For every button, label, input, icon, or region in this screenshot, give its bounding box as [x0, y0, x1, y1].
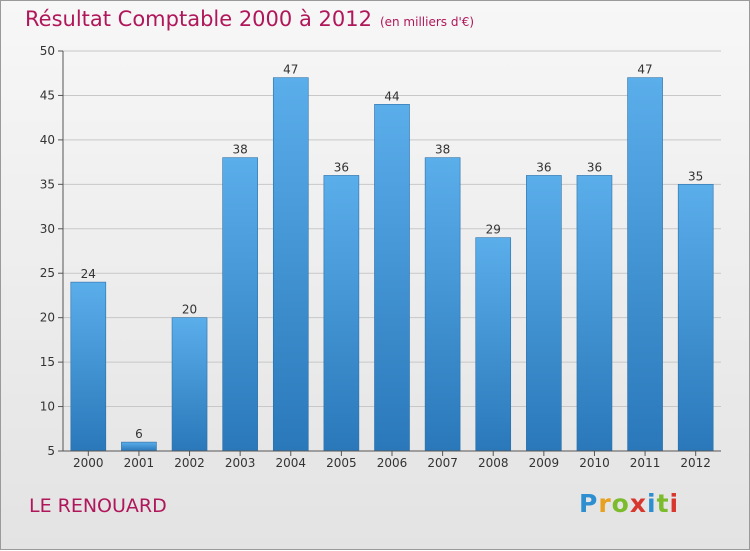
x-tick-label: 2002: [174, 456, 205, 470]
bar: [70, 281, 107, 452]
location-name: LE RENOUARD: [29, 495, 167, 517]
bar: [374, 104, 410, 452]
bar: [222, 157, 258, 452]
bar: [677, 184, 714, 452]
y-tick-label: 25: [40, 266, 55, 280]
x-tick-label: 2007: [427, 456, 458, 470]
bar-value-label: 47: [283, 63, 298, 77]
x-tick-label: 2005: [326, 456, 357, 470]
bar-value-label: 38: [435, 143, 450, 157]
x-tick-label: 2004: [275, 456, 306, 470]
chart-title: Résultat Comptable 2000 à 2012 (en millie…: [25, 7, 474, 31]
x-tick-label: 2009: [529, 456, 560, 470]
y-tick-label: 5: [47, 444, 55, 458]
bar: [171, 317, 208, 452]
x-tick-label: 2001: [124, 456, 155, 470]
bar: [323, 175, 360, 452]
x-tick-label: 2000: [73, 456, 104, 470]
x-tick-label: 2008: [478, 456, 509, 470]
y-tick-label: 35: [40, 177, 55, 191]
bar: [121, 441, 157, 452]
y-tick-label: 45: [40, 88, 55, 102]
x-tick-label: 2012: [680, 456, 711, 470]
bar-value-label: 44: [384, 89, 399, 103]
y-tick-label: 30: [40, 222, 55, 236]
proxiti-logo[interactable]: Proxiti: [579, 489, 680, 518]
x-tick-label: 2003: [225, 456, 256, 470]
x-tick-label: 2006: [377, 456, 408, 470]
y-tick-label: 40: [40, 133, 55, 147]
chart-title-text: Résultat Comptable 2000 à 2012: [25, 7, 372, 31]
y-tick-label: 10: [40, 400, 55, 414]
bar-value-label: 35: [688, 169, 703, 183]
y-tick-label: 50: [40, 44, 55, 58]
bar-value-label: 20: [182, 303, 197, 317]
bar-value-label: 36: [536, 160, 551, 174]
bar: [627, 77, 663, 452]
bar: [424, 157, 461, 452]
bar: [475, 237, 512, 452]
bar-value-label: 47: [637, 63, 652, 77]
x-tick-label: 2010: [579, 456, 610, 470]
y-tick-label: 20: [40, 311, 55, 325]
bar-value-label: 36: [587, 160, 602, 174]
y-tick-label: 15: [40, 355, 55, 369]
bar-value-label: 36: [334, 160, 349, 174]
x-tick-label: 2011: [630, 456, 661, 470]
bar-value-label: 6: [135, 427, 143, 441]
bar: [272, 77, 309, 452]
bar: [576, 175, 613, 452]
bar-value-label: 29: [486, 223, 501, 237]
bar: [526, 175, 562, 452]
chart-unit-label: (en milliers d'€): [379, 15, 475, 29]
bar-value-label: 24: [81, 267, 96, 281]
bar-value-label: 38: [233, 143, 248, 157]
